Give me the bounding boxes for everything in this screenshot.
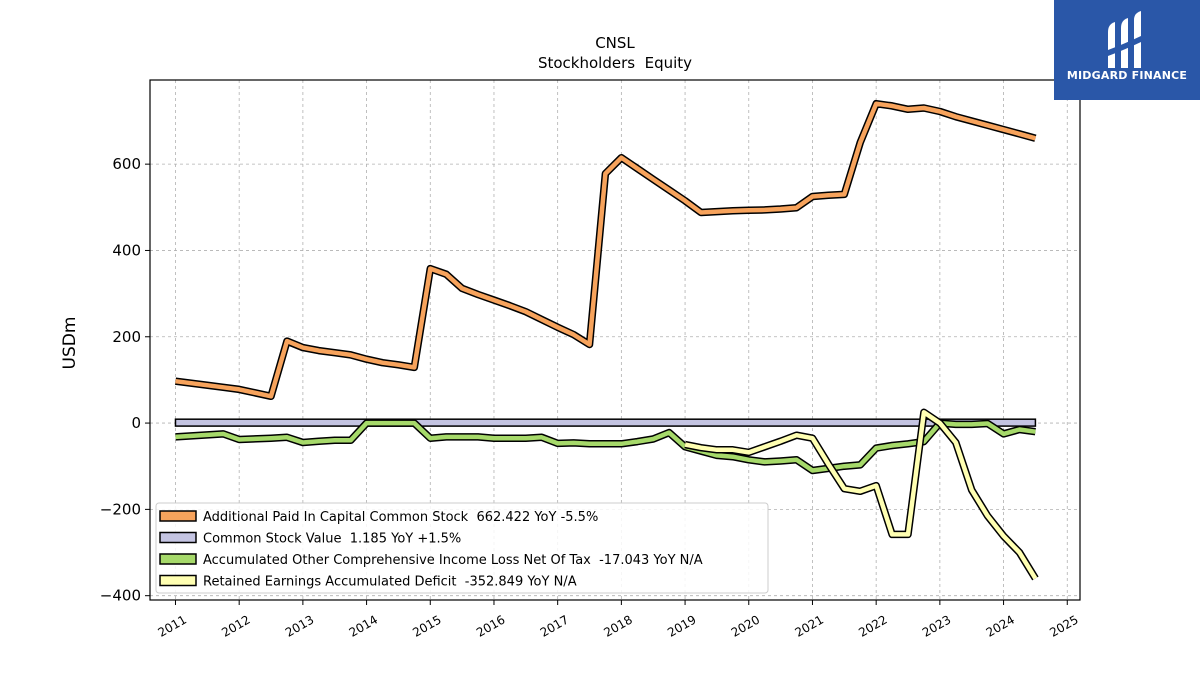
- x-tick-label: 2012: [219, 612, 252, 639]
- x-tick-label: 2021: [793, 612, 826, 639]
- legend-item-aoci-label: Accumulated Other Comprehensive Income L…: [203, 553, 703, 568]
- y-tick-label: 200: [112, 328, 141, 346]
- x-tick-label: 2013: [283, 612, 316, 639]
- retained-earnings-series-line: [684, 410, 1038, 580]
- midgard-logo-icon: [1108, 11, 1141, 68]
- y-tick-label: −400: [100, 587, 141, 605]
- legend-item-apic-label: Additional Paid In Capital Common Stock …: [203, 510, 598, 525]
- legend-frame: [155, 502, 769, 594]
- x-tick-label: 2023: [920, 612, 953, 639]
- x-tick-label: 2025: [1047, 612, 1080, 639]
- x-tick-label: 2016: [474, 612, 507, 639]
- common-stock-series-bar: [174, 418, 1037, 427]
- y-tick-label: −200: [100, 500, 141, 518]
- plot-frame: [149, 79, 1081, 601]
- x-tick-label: 2024: [984, 612, 1017, 639]
- aoci-series-line: [175, 420, 1036, 473]
- aoci-series-line-outline: [175, 419, 1036, 475]
- legend-item-common-stock-swatch: [159, 531, 197, 544]
- logo-text: MIDGARD FINANCE: [1066, 69, 1188, 82]
- legend-item-apic-swatch: [159, 510, 197, 522]
- x-tick-label: 2015: [410, 612, 443, 639]
- legend: Additional Paid In Capital Common Stock …: [155, 502, 769, 594]
- x-tick-label: 2020: [729, 612, 762, 639]
- chart-title: CNSL: [595, 34, 635, 52]
- x-tick-label: 2018: [601, 612, 634, 639]
- legend-item-retained-earnings-swatch: [159, 574, 197, 587]
- y-tick-label: 600: [112, 155, 141, 173]
- brand-logo: MIDGARD FINANCE: [1054, 0, 1200, 100]
- x-tick-label: 2017: [538, 612, 571, 639]
- y-tick-label: 0: [131, 414, 141, 432]
- apic-series-line: [175, 101, 1037, 399]
- legend-item-retained-earnings-label: Retained Earnings Accumulated Deficit -3…: [203, 575, 577, 590]
- x-tick-label: 2019: [665, 612, 698, 639]
- legend-item-common-stock-label: Common Stock Value 1.185 YoY +1.5%: [203, 532, 461, 547]
- x-tick-label: 2014: [347, 612, 380, 639]
- y-axis-label: USDm: [60, 317, 80, 370]
- apic-series-line-outline: [175, 99, 1037, 401]
- y-tick-label: 400: [112, 241, 141, 259]
- series-group: [174, 99, 1039, 581]
- chart-subtitle: Stockholders Equity: [538, 54, 692, 72]
- legend-item-aoci-swatch: [159, 553, 197, 565]
- x-tick-label: 2022: [856, 612, 889, 639]
- x-tick-label: 2011: [156, 612, 189, 639]
